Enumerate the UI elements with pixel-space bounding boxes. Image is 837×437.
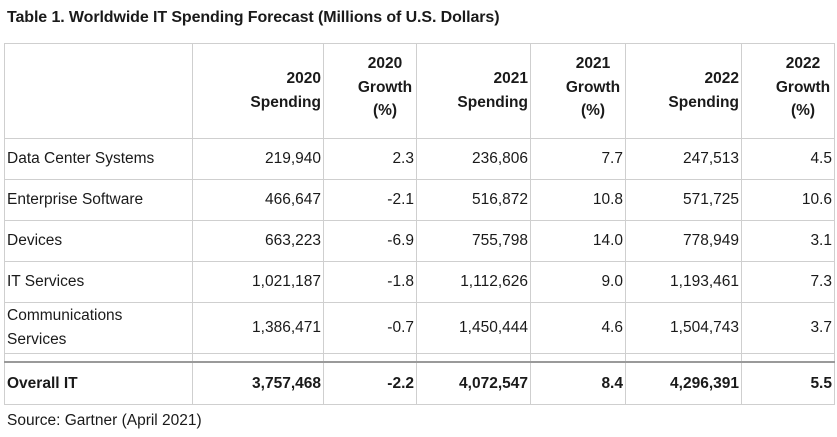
table-title: Table 1. Worldwide IT Spending Forecast … — [7, 9, 500, 26]
table-row-data-center-systems: Data Center Systems 219,940 2.3 236,806 … — [4, 138, 835, 180]
header-2020-growth-year: 2020 — [367, 55, 403, 72]
spacer-cell — [4, 353, 193, 363]
cell-2020-spending: 466,647 — [192, 179, 324, 221]
spacer-cell — [625, 353, 742, 363]
total-2022-spending: 4,296,391 — [625, 361, 742, 405]
cell-2020-spending: 1,021,187 — [192, 261, 324, 303]
table-row-communications-services: Communications Services 1,386,471 -0.7 1… — [4, 302, 835, 354]
header-2020-spending: 2020 Spending — [192, 43, 324, 139]
header-2021-growth: 2021 Growth (%) — [530, 43, 626, 139]
cell-2022-spending: 1,193,461 — [625, 261, 742, 303]
total-2022-growth: 5.5 — [741, 361, 835, 405]
cell-2020-growth: 2.3 — [323, 138, 417, 180]
header-2022-growth-year: 2022 — [785, 55, 821, 72]
cell-2020-spending: 219,940 — [192, 138, 324, 180]
header-2020-growth-unit: (%) — [372, 102, 398, 119]
cell-2022-spending: 247,513 — [625, 138, 742, 180]
cell-2020-growth: -0.7 — [323, 302, 417, 354]
header-2022-spending-label: Spending — [668, 94, 739, 111]
table-header-row: 2020 Spending 2020 Growth (%) 2021 Spend… — [4, 43, 835, 139]
cell-2021-growth: 9.0 — [530, 261, 626, 303]
spacer-cell — [192, 353, 324, 363]
table-spacer-row — [4, 353, 835, 363]
table-row-overall-it: Overall IT 3,757,468 -2.2 4,072,547 8.4 … — [4, 361, 835, 405]
row-label: IT Services — [4, 261, 193, 303]
spacer-cell — [741, 353, 835, 363]
table-row-it-services: IT Services 1,021,187 -1.8 1,112,626 9.0… — [4, 261, 835, 303]
total-2020-spending: 3,757,468 — [192, 361, 324, 405]
cell-2022-spending: 778,949 — [625, 220, 742, 262]
cell-2020-spending: 663,223 — [192, 220, 324, 262]
header-category — [4, 43, 193, 139]
spacer-cell — [530, 353, 626, 363]
cell-2021-growth: 7.7 — [530, 138, 626, 180]
header-2022-growth: 2022 Growth (%) — [741, 43, 835, 139]
spacer-cell — [416, 353, 531, 363]
header-2022-spending-year: 2022 — [704, 70, 739, 87]
header-2020-growth-label: Growth — [357, 78, 413, 96]
header-2021-growth-label: Growth — [565, 78, 621, 96]
cell-2022-growth: 7.3 — [741, 261, 835, 303]
table-row-devices: Devices 663,223 -6.9 755,798 14.0 778,94… — [4, 220, 835, 262]
cell-2021-spending: 1,450,444 — [416, 302, 531, 354]
header-2021-spending-label: Spending — [457, 94, 528, 111]
cell-2022-spending: 1,504,743 — [625, 302, 742, 354]
cell-2022-growth: 3.1 — [741, 220, 835, 262]
header-2022-growth-unit: (%) — [790, 102, 816, 119]
cell-2021-growth: 10.8 — [530, 179, 626, 221]
header-2021-growth-unit: (%) — [580, 102, 606, 119]
table-row-enterprise-software: Enterprise Software 466,647 -2.1 516,872… — [4, 179, 835, 221]
header-2021-growth-year: 2021 — [575, 55, 611, 72]
header-2022-growth-label: Growth — [775, 78, 831, 96]
header-2021-spending-year: 2021 — [493, 70, 528, 87]
header-2021-spending: 2021 Spending — [416, 43, 531, 139]
total-row-label: Overall IT — [4, 361, 193, 405]
total-2021-growth: 8.4 — [530, 361, 626, 405]
header-2020-growth: 2020 Growth (%) — [323, 43, 417, 139]
cell-2020-spending: 1,386,471 — [192, 302, 324, 354]
cell-2021-spending: 755,798 — [416, 220, 531, 262]
row-label: Enterprise Software — [4, 179, 193, 221]
row-label: Communications Services — [4, 302, 193, 354]
cell-2020-growth: -1.8 — [323, 261, 417, 303]
cell-2022-spending: 571,725 — [625, 179, 742, 221]
cell-2020-growth: -2.1 — [323, 179, 417, 221]
spacer-cell — [323, 353, 417, 363]
cell-2022-growth: 10.6 — [741, 179, 835, 221]
cell-2021-spending: 516,872 — [416, 179, 531, 221]
row-label: Devices — [4, 220, 193, 262]
header-2020-spending-label: Spending — [250, 94, 321, 111]
cell-2021-spending: 1,112,626 — [416, 261, 531, 303]
it-spending-table: 2020 Spending 2020 Growth (%) 2021 Spend… — [4, 43, 835, 405]
total-2021-spending: 4,072,547 — [416, 361, 531, 405]
source-note: Source: Gartner (April 2021) — [7, 412, 202, 429]
cell-2021-spending: 236,806 — [416, 138, 531, 180]
cell-2022-growth: 4.5 — [741, 138, 835, 180]
row-label: Data Center Systems — [4, 138, 193, 180]
cell-2021-growth: 14.0 — [530, 220, 626, 262]
header-2020-spending-year: 2020 — [286, 70, 321, 87]
header-2022-spending: 2022 Spending — [625, 43, 742, 139]
cell-2022-growth: 3.7 — [741, 302, 835, 354]
cell-2020-growth: -6.9 — [323, 220, 417, 262]
total-2020-growth: -2.2 — [323, 361, 417, 405]
cell-2021-growth: 4.6 — [530, 302, 626, 354]
